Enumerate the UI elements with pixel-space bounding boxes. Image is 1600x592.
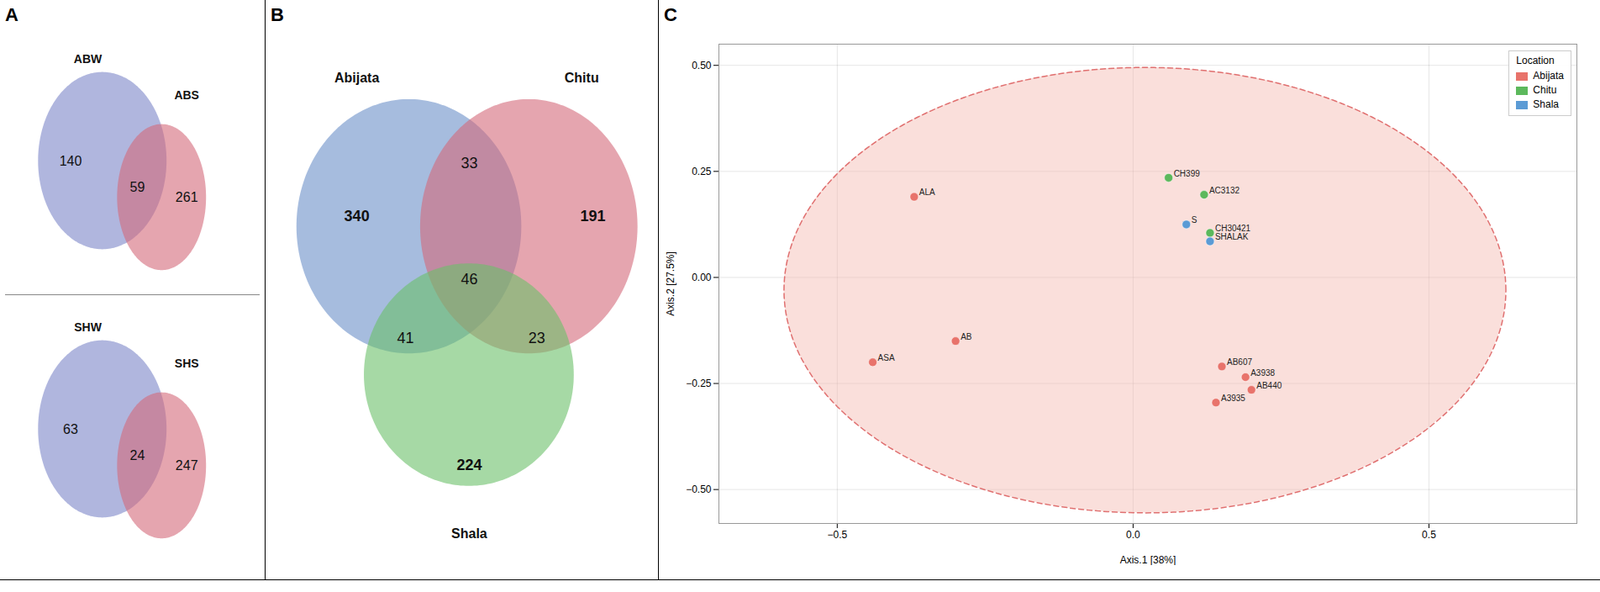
svg-text:CH399: CH399	[1173, 168, 1201, 179]
svg-text:24: 24	[129, 447, 145, 463]
svg-text:23: 23	[528, 329, 546, 347]
svg-text:A3935: A3935	[1221, 393, 1246, 403]
svg-text:0.0: 0.0	[1126, 528, 1141, 541]
svg-text:AB440: AB440	[1256, 380, 1282, 390]
svg-text:224: 224	[456, 456, 482, 474]
svg-text:Axis.1 [38%]: Axis.1 [38%]	[1120, 553, 1177, 566]
svg-text:261: 261	[175, 189, 199, 205]
svg-text:A3938: A3938	[1250, 368, 1275, 378]
svg-text:ALA: ALA	[919, 187, 936, 197]
svg-text:0.50: 0.50	[691, 59, 712, 72]
svg-text:0.00: 0.00	[691, 271, 712, 284]
svg-text:CH30421: CH30421	[1215, 223, 1251, 233]
html-text:B: B	[270, 4, 284, 26]
svg-text:191: 191	[580, 207, 606, 225]
html-text:Chitu: Chitu	[1533, 84, 1557, 96]
svg-text:−0.50: −0.50	[685, 483, 712, 495]
svg-text:SHS: SHS	[174, 356, 200, 370]
html-text:Shala: Shala	[1533, 98, 1559, 111]
svg-text:63: 63	[63, 421, 79, 437]
svg-text:−0.5: −0.5	[826, 528, 848, 541]
svg-text:Abijata: Abijata	[334, 70, 379, 85]
html-text:Abijata: Abijata	[1533, 69, 1564, 82]
html-text:A: A	[5, 4, 19, 26]
svg-text:46: 46	[460, 270, 478, 288]
svg-text:SHW: SHW	[73, 320, 102, 334]
svg-text:33: 33	[460, 154, 478, 172]
svg-text:ASA: ASA	[878, 352, 895, 363]
svg-text:S: S	[1191, 215, 1198, 225]
html-text:Location: Location	[1516, 54, 1555, 67]
svg-text:AC3132: AC3132	[1209, 185, 1241, 195]
svg-text:AB: AB	[960, 331, 973, 342]
svg-text:340: 340	[344, 207, 370, 225]
svg-text:AB607: AB607	[1226, 357, 1253, 367]
svg-text:Axis.2 [27.5%]: Axis.2 [27.5%]	[664, 251, 677, 316]
svg-text:SHALAK: SHALAK	[1215, 231, 1249, 242]
svg-text:59: 59	[129, 179, 145, 195]
svg-text:0.25: 0.25	[691, 165, 712, 178]
svg-text:Chitu: Chitu	[564, 70, 600, 85]
svg-text:ABW: ABW	[73, 52, 103, 66]
svg-text:−0.25: −0.25	[685, 377, 712, 390]
svg-text:41: 41	[397, 329, 415, 347]
svg-text:Shala: Shala	[451, 526, 488, 541]
svg-text:0.5: 0.5	[1421, 528, 1437, 541]
html-text:C: C	[663, 4, 678, 26]
svg-text:247: 247	[175, 457, 199, 473]
svg-text:ABS: ABS	[173, 88, 200, 102]
svg-text:140: 140	[59, 153, 83, 169]
